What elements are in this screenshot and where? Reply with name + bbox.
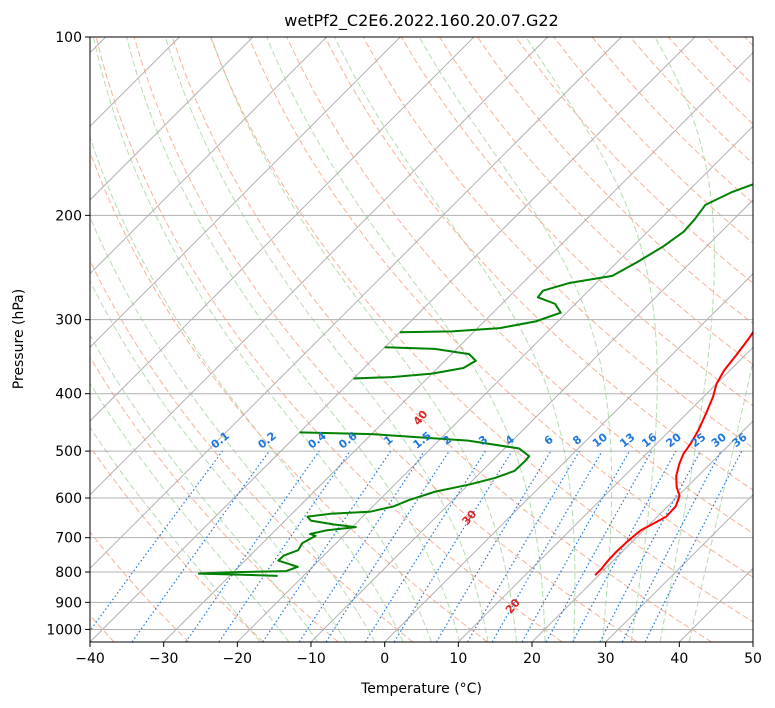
dewpoint-profile — [353, 346, 477, 380]
y-tick-label: 1000 — [46, 622, 82, 638]
y-axis-ticks: 100 200 300 400 500 600 700 800 900 1000 — [46, 30, 90, 638]
moist-adiabat — [334, 37, 576, 642]
dry-adiabat — [133, 37, 638, 642]
isotherms — [90, 37, 753, 642]
x-tick-label: 50 — [744, 651, 762, 667]
temperature-profile — [594, 330, 753, 576]
moist-adiabat — [418, 37, 613, 642]
y-tick-label: 400 — [55, 387, 82, 403]
isotherm — [531, 420, 753, 642]
dry-adiabat — [90, 150, 488, 642]
x-tick-label: 40 — [670, 651, 688, 667]
isotherm — [163, 51, 753, 642]
y-axis-label: Pressure (hPa) — [11, 289, 27, 389]
isotherm — [90, 37, 401, 349]
isotherm — [90, 37, 328, 275]
y-tick-label: 100 — [55, 30, 82, 46]
moist-adiabat — [90, 426, 261, 642]
dry-adiabat — [515, 37, 753, 284]
y-tick-label: 500 — [55, 444, 82, 460]
x-axis-ticks: −40 −30 −20 −10 0 10 20 30 40 50 — [75, 642, 762, 667]
isotherm — [605, 493, 753, 642]
x-tick-label: −40 — [75, 651, 105, 667]
dry-adiabat — [210, 37, 753, 623]
plot-frame — [89, 36, 754, 643]
dewpoint-profile — [399, 183, 753, 334]
mixing-ratio-line — [572, 450, 677, 642]
mixing-ratio-line — [218, 450, 351, 642]
moist-adiabat — [92, 37, 432, 642]
isotherm — [90, 37, 254, 201]
moist-adiabat — [90, 215, 376, 642]
x-axis-label: Temperature (°C) — [360, 681, 482, 697]
isotherm — [90, 37, 549, 496]
moist-adiabat — [654, 37, 715, 642]
dry-adiabat — [90, 531, 190, 642]
dry-adiabat — [90, 445, 264, 642]
x-tick-label: −20 — [223, 651, 253, 667]
moist-adiabat — [126, 37, 461, 642]
mixing-ratio-line — [262, 450, 392, 642]
y-tick-label: 900 — [55, 595, 82, 611]
moist-adiabat — [525, 37, 658, 642]
x-tick-label: 10 — [449, 651, 467, 667]
y-tick-label: 200 — [55, 208, 82, 224]
moist-adiabat — [266, 37, 546, 642]
pressure-gridlines — [90, 37, 753, 630]
isotherm — [310, 199, 753, 642]
isotherm — [90, 37, 622, 570]
y-tick-label: 600 — [55, 491, 82, 507]
moist-adiabat — [90, 382, 290, 642]
x-tick-label: −30 — [149, 651, 179, 667]
mixing-ratio-line — [298, 450, 425, 642]
profile-series — [197, 183, 753, 577]
isotherm — [457, 346, 753, 642]
moist-adiabat — [688, 358, 753, 642]
y-tick-label: 700 — [55, 531, 82, 547]
dry-adiabat — [95, 37, 563, 642]
x-tick-label: 30 — [597, 651, 615, 667]
x-tick-label: −10 — [296, 651, 326, 667]
mixing-ratio-line — [545, 450, 653, 642]
dry-adiabat — [400, 37, 753, 407]
dewpoint-profile — [197, 431, 531, 577]
x-tick-label: 0 — [380, 651, 389, 667]
isotherm — [236, 125, 753, 642]
mixing-ratio-line — [90, 450, 223, 632]
mixing-ratio-line — [325, 450, 450, 642]
mixing-ratio-line — [644, 450, 743, 642]
moist-adiabat — [90, 334, 319, 642]
x-tick-label: 20 — [523, 651, 541, 667]
isotherm — [384, 272, 753, 642]
chart-title: wetPf2_C2E6.2022.160.20.07.G22 — [284, 11, 558, 31]
y-tick-label: 300 — [55, 313, 82, 329]
isotherm — [90, 37, 475, 422]
mixing-ratio-lines — [90, 450, 743, 642]
isotherm — [90, 37, 696, 642]
moist-adiabat — [210, 37, 517, 642]
y-tick-label: 800 — [55, 565, 82, 581]
dry-adiabat — [439, 37, 753, 366]
mixing-ratio-line — [131, 450, 270, 642]
mixing-ratio-line — [393, 450, 513, 642]
dry-adiabat — [90, 356, 339, 642]
mixing-ratio-line — [521, 450, 631, 642]
mixing-ratio-line — [185, 450, 320, 642]
moist-adiabat — [90, 135, 404, 642]
dry-adiabat — [248, 37, 753, 578]
